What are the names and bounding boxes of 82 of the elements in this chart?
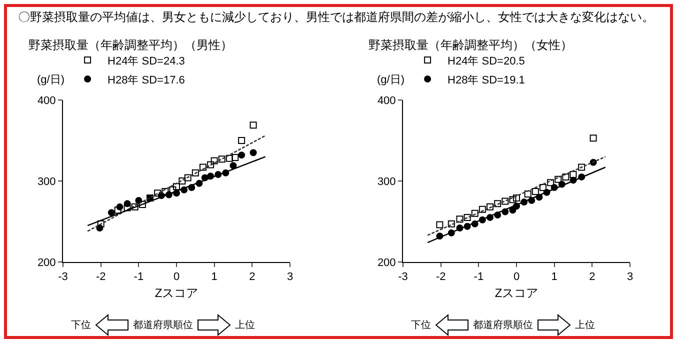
text: 上位 [575,318,595,332]
point [232,154,239,162]
x-tick-label: -1 [134,271,144,284]
text: 下位 [71,319,91,332]
text: 〇野菜摂取量の平均値は、男女ともに減少しており、男性では都道府県間の差が縮小し、女性では大きな変化はない。 [18,9,654,26]
point [456,216,464,223]
legend-label: H28年 SD=19.1 [448,74,525,86]
y-axis-title: (g/日) [377,74,404,86]
x-tick-label: 1 [551,271,558,284]
x-tick-label: -3 [398,271,408,284]
x-tick-label: 0 [173,271,180,284]
point [178,178,186,184]
point [135,196,142,204]
y-axis-title: (g/日) [37,74,64,86]
point [250,149,257,156]
legend-label: H24年 SD=24.3 [108,55,185,68]
text: 下位 [411,319,431,332]
x-tick-label: 1 [211,271,218,284]
y-tick-label: 400 [377,94,396,107]
point [562,173,570,180]
point [486,203,494,210]
point [238,137,246,144]
point [471,210,478,217]
y-tick-label: 400 [37,94,56,107]
y-tick-label: 300 [377,176,396,188]
point [192,169,199,176]
point [97,220,104,228]
x-tick-label: -2 [436,271,446,284]
point [524,190,532,198]
point [570,171,577,178]
legend-label: H24年 SD=20.5 [448,55,525,68]
point [184,174,192,182]
text: 都道府県順位 [133,318,193,332]
point [578,164,586,171]
point [502,198,509,205]
point [138,200,146,208]
point [124,204,131,212]
point [547,179,554,186]
point [154,190,162,197]
x-axis-title: Zスコア [494,286,538,300]
point [131,203,138,210]
point [124,200,131,208]
point [226,154,233,162]
chart-title: 野菜摂取量（年齢調整平均）（男性） [28,38,232,52]
chart-title: 野菜摂取量（年齢調整平均）（女性） [368,38,572,52]
x-tick-label: 0 [513,271,520,284]
point [509,196,516,204]
point [96,224,104,232]
point [250,122,257,129]
x-tick-label: 3 [626,271,634,284]
point [436,221,444,228]
point [532,188,539,196]
text: 都道府県順位 [473,318,533,332]
x-tick-label: -2 [96,271,106,284]
legend-label: H28年 SD=17.6 [108,74,185,86]
x-tick-label: -3 [58,271,68,284]
point [218,156,226,163]
point [230,162,237,170]
point [207,161,214,168]
x-tick-label: 2 [589,271,596,284]
y-tick-label: 200 [377,256,396,269]
point [464,214,471,221]
y-tick-label: 200 [37,256,56,269]
point [539,184,546,191]
point [448,220,455,228]
point [108,209,115,216]
x-axis-title: Zスコア [154,286,198,300]
point [238,152,246,159]
point [554,176,562,183]
point [590,134,597,142]
x-tick-label: 2 [249,271,256,284]
point [173,183,180,190]
point [210,157,218,164]
point [116,203,124,210]
point [478,206,486,213]
x-tick-label: 3 [286,271,294,284]
y-tick-label: 300 [37,176,56,188]
point [494,200,502,208]
point [199,164,206,171]
text: 上位 [235,318,255,332]
point [513,194,520,202]
x-tick-label: -1 [474,271,484,284]
